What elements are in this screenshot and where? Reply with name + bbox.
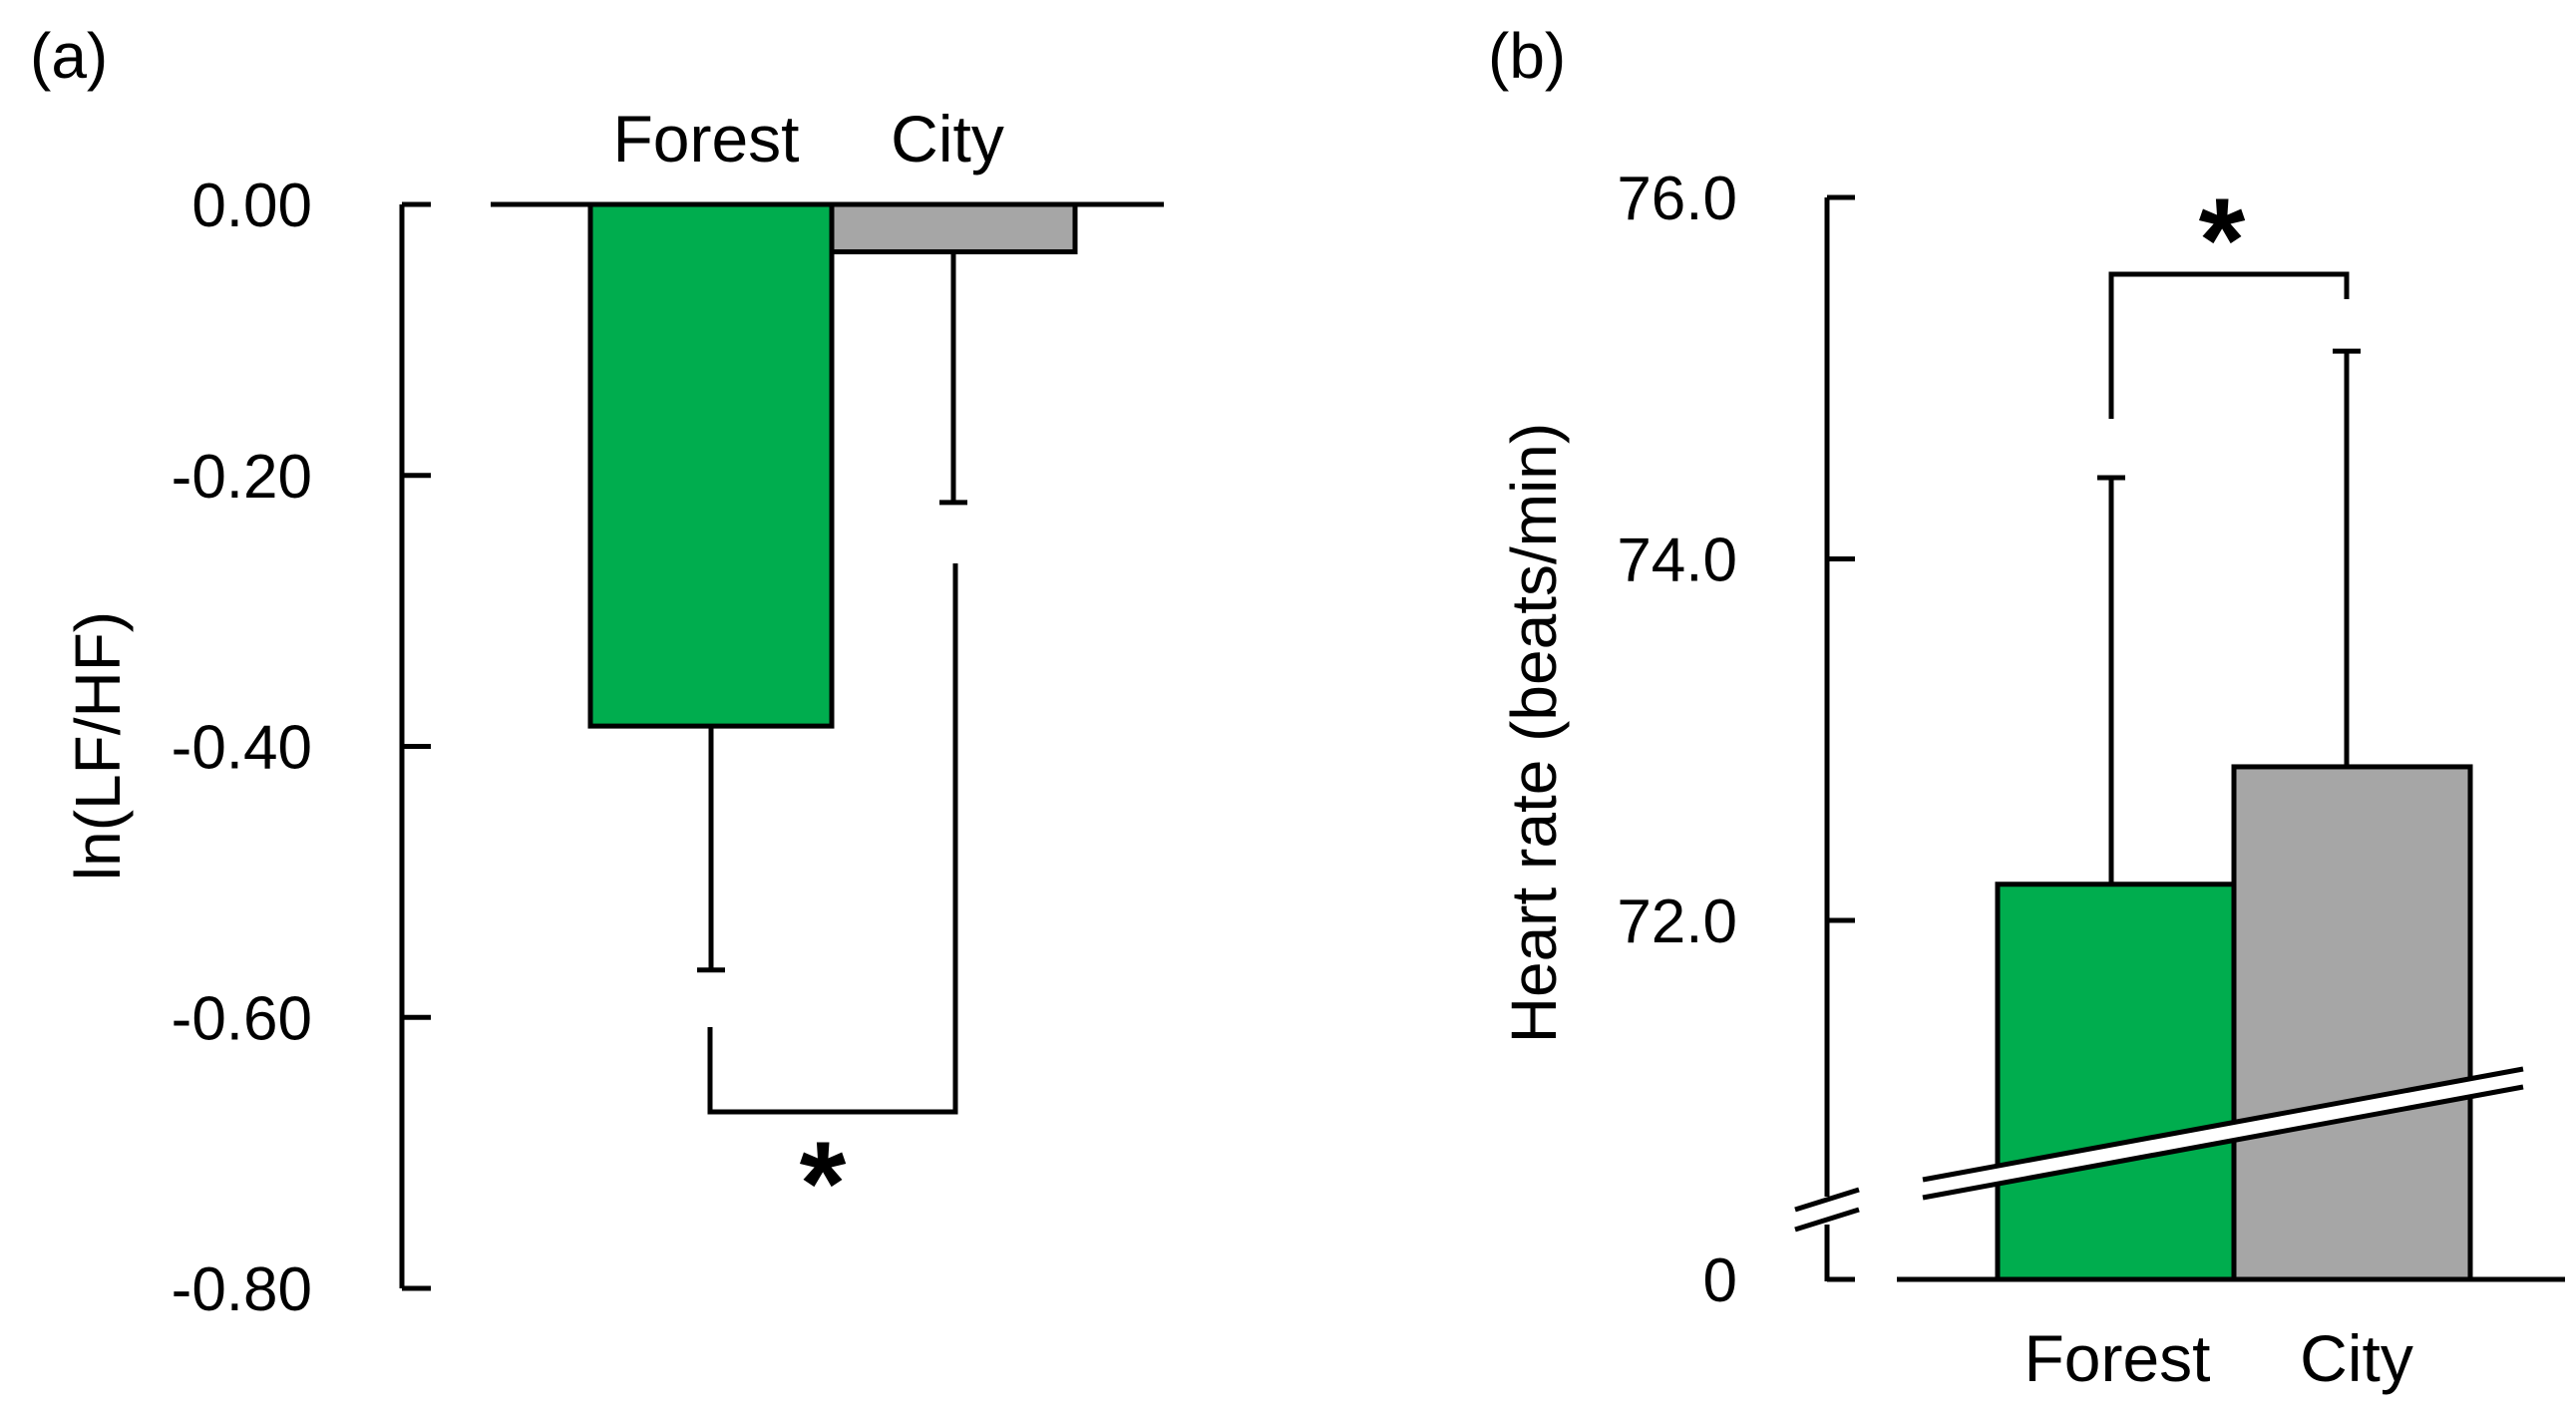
panel-b-y-tick-label: 74.0 — [1617, 527, 1737, 595]
panel-a-y-tick-label: -0.20 — [172, 443, 312, 512]
panel-b-label: (b) — [1488, 20, 1566, 92]
panel-b-significance-star: * — [2199, 174, 2246, 307]
panel-a-bar-city — [829, 201, 1078, 255]
panel-a-significance-star: * — [800, 1117, 847, 1250]
panel-a-label: (a) — [30, 20, 108, 92]
panel-b-error-bar-city — [2333, 348, 2361, 767]
panel-a-bar-forest — [587, 201, 835, 729]
panel-b-bar-forest — [1995, 882, 2237, 1282]
panel-a-error-bar-city — [939, 251, 967, 506]
panel-a-error-bar-forest — [697, 726, 725, 973]
panel-b-bar-city — [2231, 764, 2473, 1282]
panel-b-y-tick-label: 72.0 — [1617, 887, 1737, 956]
panel-b-axis-break-marks — [1794, 1187, 1860, 1233]
panel-b-y-label: Heart rate (beats/min) — [1498, 423, 1570, 1043]
panel-a-significance-bracket — [707, 563, 958, 1115]
panel-b-y-tick-label: 76.0 — [1617, 165, 1737, 233]
panel-b-break-band — [1922, 1066, 2524, 1201]
panel-b-error-bar-forest — [2097, 475, 2125, 885]
panel-a-y-label: ln(LF/HF) — [62, 611, 134, 881]
panel-b-category-forest: Forest — [2024, 1321, 2210, 1395]
panel-b-significance-bracket — [2108, 271, 2350, 419]
panel-a-category-city: City — [891, 102, 1004, 176]
panel-a-y-tick-label: -0.40 — [172, 714, 312, 783]
panel-b: (b) 76.0 74.0 72.0 0 Heart rate (beats/min)… — [1488, 20, 2565, 1395]
panel-a-y-tick-label: -0.80 — [172, 1255, 312, 1324]
panel-a-y-ticks: 0.00 -0.20 -0.40 -0.60 -0.80 — [172, 172, 431, 1324]
panel-a: (a) 0.00 -0.20 -0.40 -0.60 -0.80 ln(LF/HF) F… — [30, 20, 1164, 1324]
panel-a-y-tick-label: 0.00 — [191, 172, 312, 240]
panel-b-y-tick-label: 0 — [1703, 1246, 1737, 1315]
panel-b-category-city: City — [2300, 1321, 2413, 1395]
panel-b-y-ticks: 76.0 74.0 72.0 0 — [1617, 165, 1855, 1315]
panel-a-category-forest: Forest — [612, 102, 799, 176]
panel-a-y-tick-label: -0.60 — [172, 984, 312, 1053]
